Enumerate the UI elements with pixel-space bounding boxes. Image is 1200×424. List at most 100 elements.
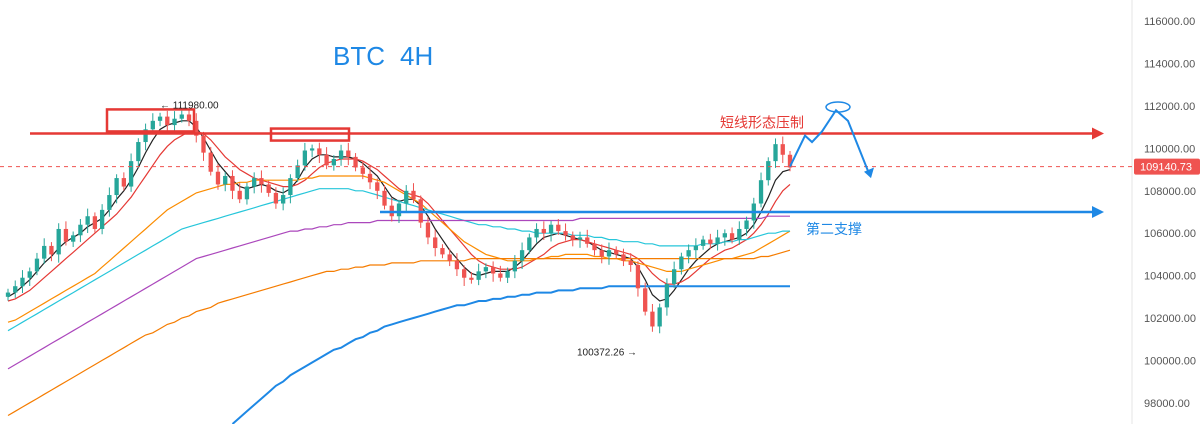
candle-body <box>787 154 793 168</box>
candle-body <box>302 150 308 166</box>
candle-body <box>179 114 184 119</box>
candle-body <box>396 203 402 217</box>
candle-body <box>512 260 518 272</box>
y-tick-label: 100000.00 <box>1144 355 1196 367</box>
candle-body <box>737 228 742 240</box>
candle-body <box>63 228 69 242</box>
candle-body <box>85 216 90 225</box>
candle-body <box>483 267 489 272</box>
candle-body <box>324 154 329 166</box>
candle-body <box>498 273 503 278</box>
candle-body <box>729 233 735 240</box>
candle-body <box>527 237 532 251</box>
candle-body <box>13 286 18 293</box>
candle-body <box>599 250 604 257</box>
candle-body <box>577 237 583 240</box>
candle-body <box>309 148 315 151</box>
candle-body <box>548 224 554 234</box>
candle-body <box>280 195 286 204</box>
candle-body <box>447 254 452 261</box>
candle-body <box>353 156 358 168</box>
candle-body <box>244 186 250 200</box>
candle-body <box>563 231 568 236</box>
candle-body <box>78 224 83 236</box>
candle-body <box>223 175 228 185</box>
candle-body <box>99 209 105 229</box>
candle-body <box>382 190 387 206</box>
candle-body <box>686 250 691 257</box>
resistance-label: 短线形态压制 <box>720 116 804 132</box>
candle-body <box>671 269 677 285</box>
candle-body <box>650 311 655 327</box>
candle-body <box>56 228 61 255</box>
candle-body <box>42 245 47 259</box>
candle-body <box>679 256 684 270</box>
target-ellipse <box>825 101 851 113</box>
candle-body <box>288 178 293 196</box>
candle-body <box>5 292 11 297</box>
top-box-2 <box>269 127 351 142</box>
candle-body <box>375 182 380 191</box>
candle-body <box>657 307 662 327</box>
candle-body <box>621 254 626 261</box>
price-levels <box>0 127 1132 218</box>
candle-body <box>121 178 127 187</box>
candle-body <box>107 195 112 210</box>
candle-body <box>346 150 351 157</box>
candle-body <box>454 260 460 270</box>
candle-body <box>165 116 170 126</box>
candle-body <box>592 243 597 251</box>
current-price-tag <box>1134 158 1200 175</box>
candle-body <box>758 180 764 204</box>
candle-body <box>273 192 279 204</box>
candle-body <box>433 237 438 249</box>
candle-body <box>157 116 163 121</box>
y-tick-label: 98000.00 <box>1144 398 1190 410</box>
candle-body <box>27 271 32 278</box>
ma-line-6 <box>7 249 791 417</box>
chart-title: BTC <box>333 41 385 71</box>
candle-body <box>136 142 141 162</box>
y-tick-label: 110000.00 <box>1144 143 1195 155</box>
candle-body <box>360 167 365 174</box>
candle-body <box>425 222 431 238</box>
candle-body <box>367 173 373 183</box>
candle-body <box>317 148 322 155</box>
candle-body <box>252 178 257 187</box>
candle-body <box>715 237 720 244</box>
y-tick-label: 102000.00 <box>1144 313 1196 325</box>
candle-body <box>230 175 235 191</box>
candle-body <box>722 233 727 238</box>
candle-body <box>411 190 416 200</box>
candle-body <box>700 239 706 246</box>
y-tick-label: 104000.00 <box>1144 271 1196 283</box>
top-box-1 <box>105 108 196 133</box>
candle-body <box>773 144 778 162</box>
low-label: 100372.26 → <box>577 348 637 359</box>
candle-body <box>519 250 525 261</box>
candle-body <box>556 224 561 232</box>
candle-body <box>664 284 670 308</box>
candle-body <box>71 235 76 242</box>
candle-body <box>20 277 25 287</box>
projection-arrowhead <box>864 167 874 179</box>
candle-body <box>766 161 771 181</box>
price-axis: 98000.00 100000.00 102000.00 104000.00 10600… <box>1134 16 1200 410</box>
y-tick-label: 112000.00 <box>1144 101 1195 113</box>
candle-body <box>585 237 590 244</box>
candle-body <box>628 260 633 265</box>
candle-body <box>780 144 785 155</box>
candle-body <box>49 245 54 255</box>
candle-body <box>462 269 467 278</box>
candle-body <box>266 184 271 193</box>
candle-body <box>505 271 510 278</box>
candle-body <box>143 129 148 143</box>
current-price-label: 109140.73 <box>1140 162 1192 174</box>
candle-body <box>114 178 119 196</box>
support-arrowhead <box>1092 206 1104 218</box>
candle-body <box>541 228 546 234</box>
y-tick-label: 114000.00 <box>1144 59 1195 71</box>
